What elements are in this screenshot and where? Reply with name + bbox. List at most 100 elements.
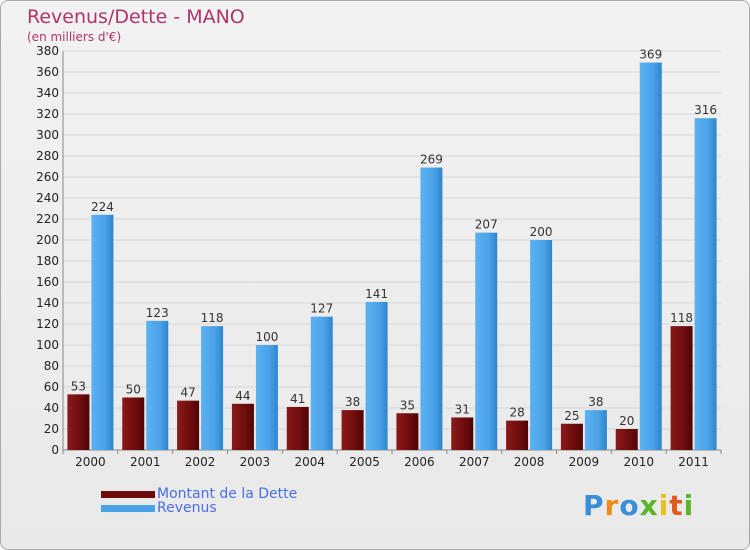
y-tick-label: 180: [36, 254, 59, 268]
y-tick-label: 120: [36, 317, 59, 331]
y-tick-label: 380: [36, 44, 59, 58]
y-tick-label: 260: [36, 170, 59, 184]
legend: Montant de la Dette Revenus: [101, 486, 298, 516]
bar-revenue: [91, 214, 114, 450]
bar-debt: [122, 397, 145, 450]
data-label-debt: 38: [345, 395, 360, 409]
y-tick-labels: 0 20 40 60 80 100 120 140 160 180 200 220 240 260 280 3…: [36, 44, 59, 457]
y-tick-label: 60: [44, 380, 59, 394]
bar-debt: [67, 394, 90, 450]
data-label-revenue: 127: [310, 302, 333, 316]
logo-letter: o: [619, 489, 640, 522]
data-label-debt: 47: [180, 386, 195, 400]
data-label-revenue: 316: [694, 103, 717, 117]
x-tick-label: 2010: [623, 455, 654, 469]
data-label-revenue: 100: [255, 330, 278, 344]
data-label-debt: 20: [619, 414, 634, 428]
data-label-debt: 41: [290, 392, 305, 406]
x-tick-label: 2011: [678, 455, 709, 469]
data-label-debt: 28: [509, 406, 524, 420]
y-tick-label: 80: [44, 359, 59, 373]
y-tick-label: 100: [36, 338, 59, 352]
x-tick-label: 2002: [185, 455, 216, 469]
chart-title: Revenus/Dette - MANO: [27, 6, 245, 28]
data-label-revenue: 200: [530, 225, 553, 239]
data-label-debt: 53: [71, 379, 86, 393]
bar-revenue: [530, 240, 553, 450]
y-tick-label: 340: [36, 86, 59, 100]
bars: [67, 62, 717, 451]
bar-revenue: [694, 118, 717, 450]
bar-revenue: [310, 316, 333, 450]
bar-debt: [670, 326, 693, 450]
x-tick-label: 2006: [404, 455, 435, 469]
chart-subtitle: (en milliers d'€): [27, 30, 122, 44]
bar-debt: [615, 429, 638, 450]
bar-revenue: [255, 345, 278, 450]
y-tick-label: 40: [44, 401, 59, 415]
data-label-debt: 35: [400, 398, 415, 412]
bar-debt: [560, 423, 583, 450]
bar-revenue: [146, 320, 169, 450]
x-tick-label: 2000: [75, 455, 106, 469]
data-label-debt: 50: [126, 383, 141, 397]
data-label-debt: 44: [235, 389, 250, 403]
grid-lines: [62, 50, 721, 451]
data-label-revenue: 118: [201, 311, 224, 325]
logo-letter: t: [669, 489, 684, 522]
x-tick-label: 2009: [569, 455, 600, 469]
y-tick-label: 300: [36, 128, 59, 142]
bar-debt: [286, 406, 309, 450]
y-tick-label: 320: [36, 107, 59, 121]
bar-revenue: [420, 167, 443, 451]
data-label-debt: 118: [670, 311, 693, 325]
bar-revenue: [639, 62, 662, 451]
data-label-revenue: 207: [475, 218, 498, 232]
bar-revenue: [365, 301, 388, 450]
bar-debt: [396, 413, 419, 450]
logo-letter: i: [683, 489, 695, 522]
legend-swatch-revenue: [101, 504, 155, 512]
y-tick-label: 280: [36, 149, 59, 163]
y-tick-label: 360: [36, 65, 59, 79]
x-tick-label: 2001: [130, 455, 161, 469]
y-tick-label: 240: [36, 191, 59, 205]
y-tick-label: 140: [36, 296, 59, 310]
bar-debt: [451, 417, 474, 450]
legend-item-debt: Montant de la Dette: [101, 486, 298, 502]
logo-letter: r: [604, 489, 620, 522]
bar-debt: [177, 400, 200, 450]
legend-label-debt: Montant de la Dette: [157, 486, 298, 502]
bar-debt: [506, 420, 529, 450]
bar-revenue: [201, 326, 224, 450]
data-label-revenue: 269: [420, 153, 443, 167]
bar-revenue: [475, 232, 498, 450]
logo-letter: P: [583, 489, 605, 522]
y-tick-label: 0: [51, 443, 59, 457]
x-tick-label: 2003: [240, 455, 271, 469]
y-tick-label: 200: [36, 233, 59, 247]
data-label-revenue: 141: [365, 287, 388, 301]
data-label-revenue: 224: [91, 200, 114, 214]
x-tick-label: 2008: [514, 455, 545, 469]
y-tick-label: 20: [44, 422, 59, 436]
x-tick-labels: 2000 2001 2002 2003 2004 2005 2006 2007 2008 2009…: [62, 450, 722, 469]
data-label-revenue: 123: [146, 306, 169, 320]
x-tick-label: 2004: [294, 455, 325, 469]
proxiti-logo: Proxiti: [583, 489, 694, 522]
x-tick-label: 2007: [459, 455, 490, 469]
data-labels: 53 224 50 123 47 118 44 100 41 127 38 141 35 269 31 207…: [71, 48, 717, 428]
bar-debt: [341, 410, 364, 450]
x-tick-label: 2005: [349, 455, 380, 469]
y-tick-label: 220: [36, 212, 59, 226]
legend-item-revenue: Revenus: [101, 500, 297, 516]
bar-revenue: [584, 410, 607, 450]
data-label-debt: 31: [455, 402, 470, 416]
y-tick-label: 160: [36, 275, 59, 289]
legend-label-revenue: Revenus: [157, 500, 217, 516]
data-label-debt: 25: [564, 409, 579, 423]
legend-swatch-debt: [101, 490, 155, 498]
logo-letter: i: [658, 489, 670, 522]
